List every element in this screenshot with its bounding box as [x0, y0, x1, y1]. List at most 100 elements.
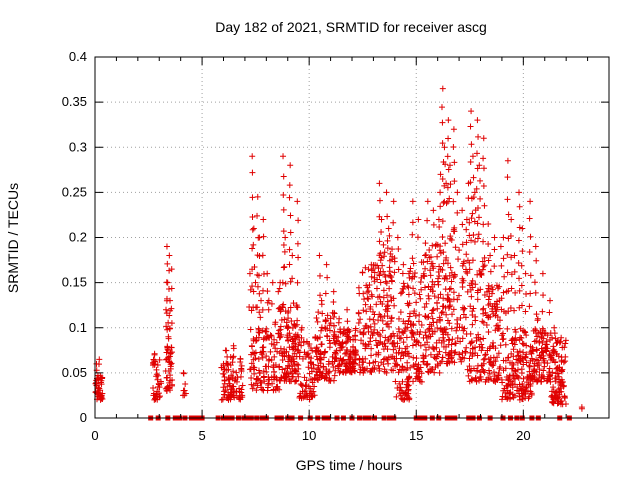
data-point [326, 368, 333, 375]
data-point [534, 347, 540, 354]
data-point-peak [383, 189, 390, 196]
data-point [316, 272, 323, 279]
data-point [505, 211, 512, 218]
data-point [467, 330, 474, 337]
data-point [294, 304, 301, 311]
data-point [417, 342, 424, 349]
data-point [472, 375, 479, 382]
data-point [221, 391, 228, 398]
data-point [382, 278, 389, 285]
data-point [523, 332, 530, 339]
data-point [531, 338, 538, 345]
data-point [463, 226, 470, 233]
data-point [250, 337, 257, 344]
data-point [434, 361, 441, 368]
data-point [473, 150, 480, 157]
data-point [237, 395, 244, 402]
data-point [283, 348, 290, 355]
data-point [376, 293, 383, 300]
data-point [156, 384, 163, 391]
data-point-peak [385, 225, 392, 232]
data-point [422, 332, 429, 339]
data-point [303, 383, 310, 390]
data-point [417, 278, 424, 285]
data-point [321, 348, 328, 355]
data-point [280, 206, 287, 213]
data-point [322, 374, 329, 381]
data-point [263, 363, 270, 370]
data-point [514, 366, 521, 373]
data-point [364, 295, 371, 302]
data-point [426, 246, 433, 253]
data-point [404, 300, 411, 307]
data-point [452, 349, 459, 356]
data-point [270, 386, 277, 393]
data-point [324, 312, 331, 319]
data-point-peak [430, 207, 437, 214]
data-point [323, 317, 330, 324]
data-point [404, 343, 411, 350]
data-point [407, 265, 414, 272]
data-point [224, 395, 231, 402]
data-point [376, 367, 383, 374]
data-point-peak [166, 252, 173, 259]
y-tick-label: 0.05 [62, 365, 87, 380]
data-point [459, 221, 466, 228]
data-point [504, 174, 511, 181]
data-point [410, 322, 417, 329]
data-point [429, 278, 436, 285]
data-point [329, 309, 336, 316]
data-point [480, 356, 487, 363]
x-tick-label: 15 [409, 428, 423, 443]
data-point [253, 337, 260, 344]
data-point [439, 119, 446, 126]
data-point [154, 388, 161, 395]
data-point [223, 347, 230, 354]
data-point [465, 372, 472, 379]
data-point [500, 335, 507, 342]
data-point [279, 350, 286, 357]
data-point [372, 337, 379, 344]
data-point [534, 357, 541, 364]
data-point [267, 348, 274, 355]
data-point [261, 378, 268, 385]
data-point-peak [289, 252, 296, 259]
data-point [356, 356, 363, 363]
data-point [257, 384, 264, 391]
data-point [489, 283, 496, 290]
data-point [470, 305, 477, 312]
data-point [337, 326, 344, 333]
data-point [451, 178, 458, 185]
data-point [150, 390, 157, 397]
data-point [316, 368, 323, 375]
data-point [318, 327, 325, 334]
data-point [375, 317, 382, 324]
data-point [250, 382, 257, 389]
data-point [534, 333, 541, 340]
data-point [502, 309, 509, 316]
data-point [332, 354, 339, 361]
data-point [314, 347, 321, 354]
data-point [467, 158, 474, 165]
data-point [288, 318, 295, 325]
data-point [409, 329, 416, 336]
data-point [412, 361, 419, 368]
data-point [456, 247, 463, 254]
x-tick-label: 0 [91, 428, 98, 443]
data-point-peak [511, 252, 518, 259]
data-point [257, 314, 264, 321]
data-point [408, 334, 415, 341]
data-point [275, 330, 282, 337]
data-point-peak [277, 279, 284, 286]
data-point [421, 304, 428, 311]
data-point [550, 343, 557, 350]
data-point [392, 343, 399, 350]
data-point [530, 348, 537, 355]
data-point [485, 282, 492, 289]
data-point [168, 344, 175, 351]
data-point [483, 312, 490, 319]
data-point [166, 312, 173, 319]
data-point [248, 307, 255, 314]
data-point [416, 311, 423, 318]
data-point [434, 299, 441, 306]
